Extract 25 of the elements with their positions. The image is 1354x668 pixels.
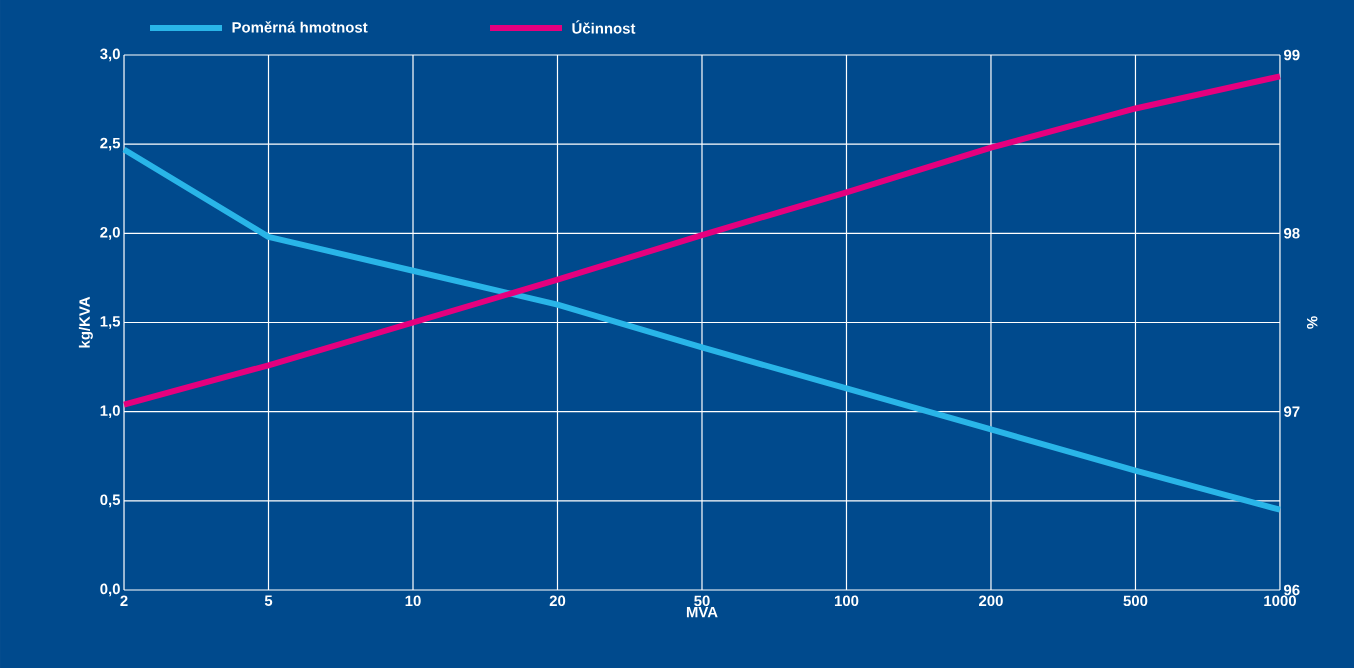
y-tick-label: 0,0	[100, 583, 120, 597]
x-tick-label: 1000	[1264, 595, 1296, 607]
x-tick-label: 2	[120, 595, 128, 606]
x-tick-label: 500	[1123, 595, 1148, 607]
x-tick-label: 5	[264, 595, 273, 606]
y-axis-title: kg/KVA	[78, 296, 93, 348]
y2-axis-title: %	[1306, 316, 1318, 329]
legend-label: Poměrná hmotnost	[232, 21, 368, 33]
x-tick-label: 100	[834, 595, 859, 607]
x-tick-label: 50	[694, 595, 710, 607]
y2-tick-label: 97	[1284, 406, 1300, 417]
y-tick-label: 0,5	[100, 494, 121, 508]
y-tick-label: 1,5	[100, 316, 121, 329]
legend-label: Účinnost	[572, 20, 636, 34]
y-tick-label: 1,0	[100, 405, 120, 419]
x-tick-label: 20	[549, 595, 566, 607]
x-axis-title: MVA	[686, 606, 718, 618]
y-tick-label: 3,0	[100, 48, 120, 62]
y-tick-label: 2,0	[100, 226, 120, 240]
y2-tick-label: 98	[1284, 228, 1300, 239]
y2-tick-label: 96	[1284, 584, 1300, 596]
x-tick-label: 10	[405, 595, 421, 607]
y-tick-label: 2,5	[100, 137, 121, 151]
x-tick-label: 200	[979, 595, 1003, 607]
y2-tick-label: 99	[1284, 49, 1300, 61]
